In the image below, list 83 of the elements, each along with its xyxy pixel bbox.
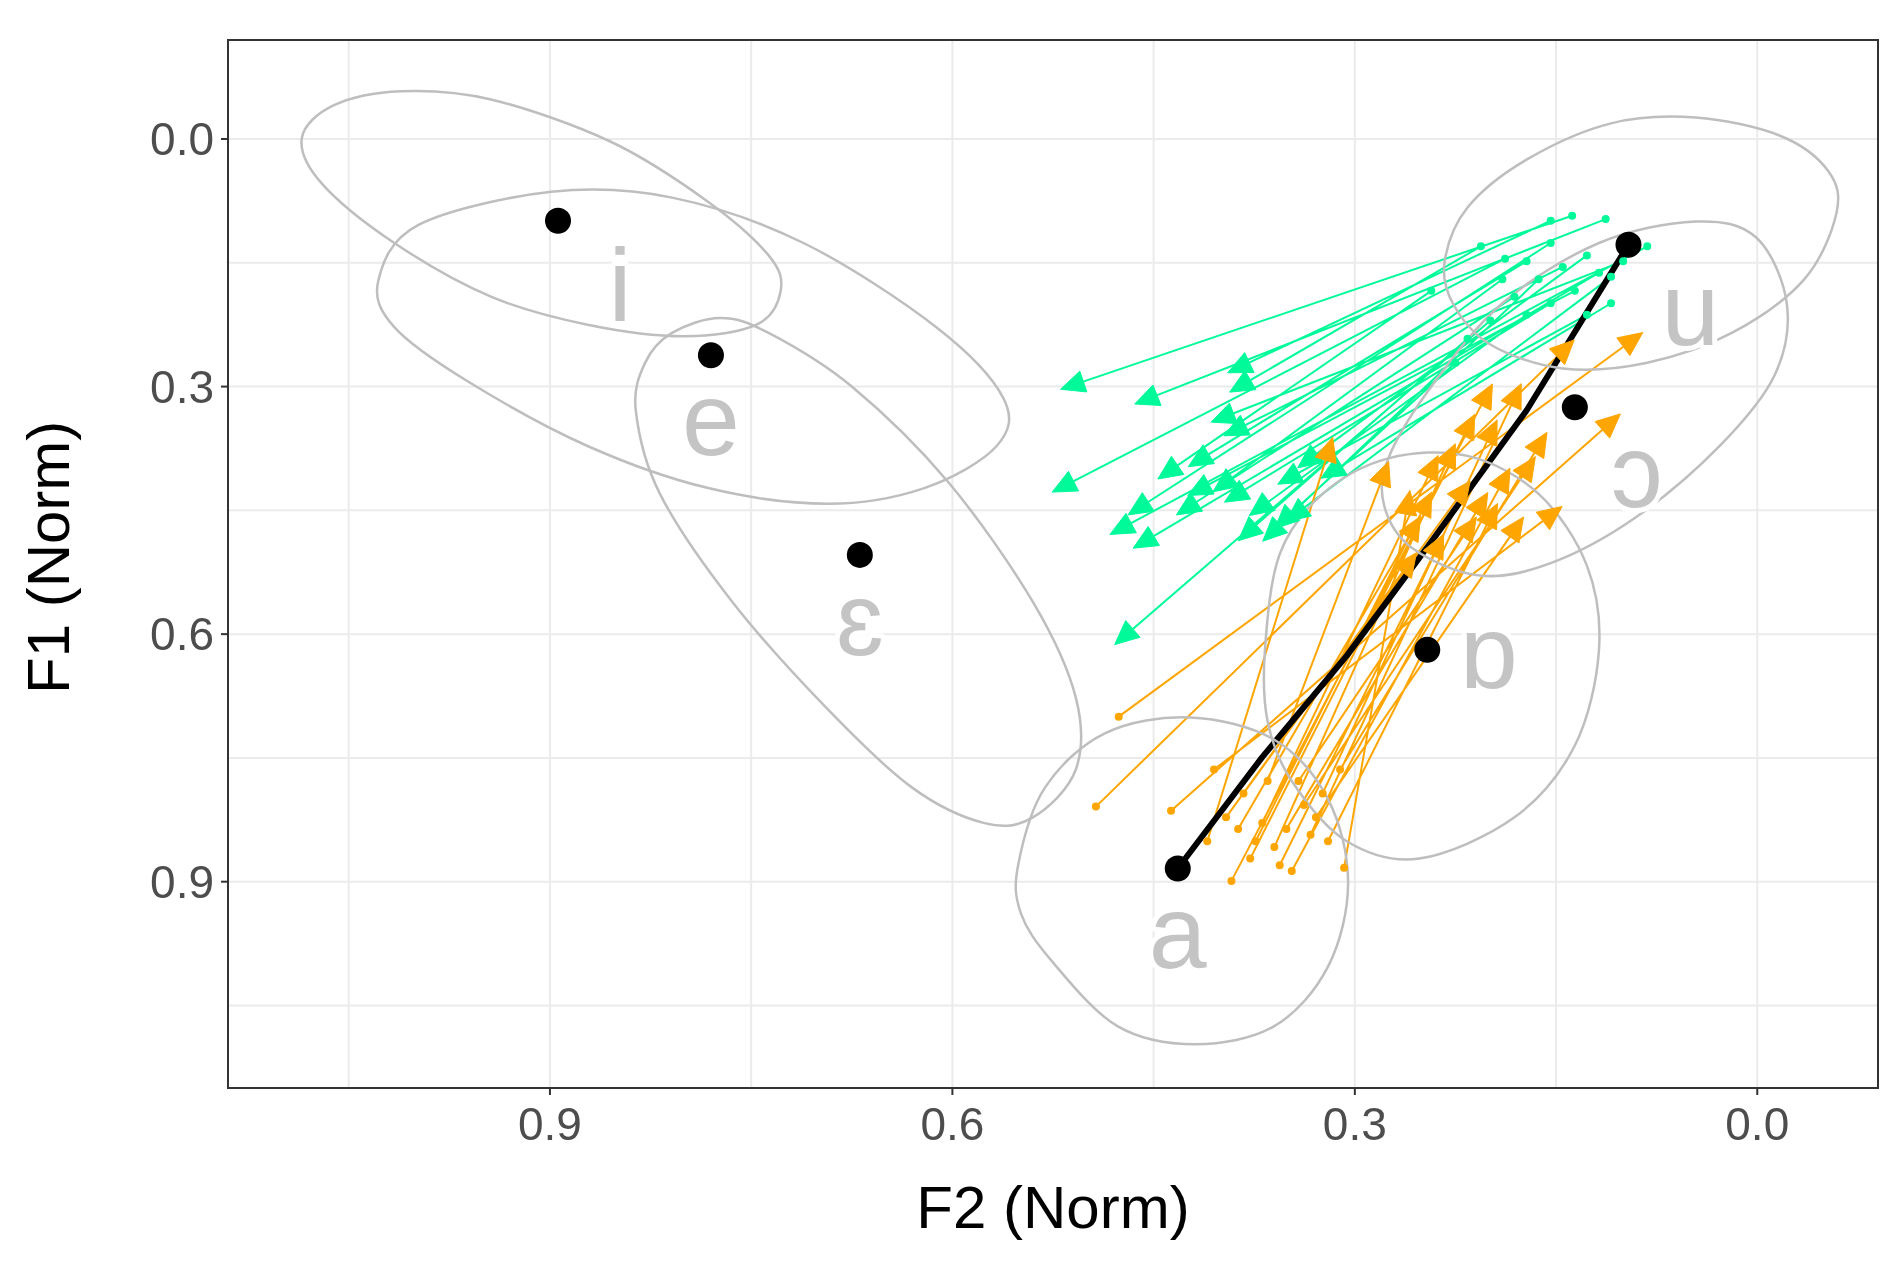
point	[1546, 216, 1555, 225]
point	[1486, 316, 1495, 325]
point	[1582, 310, 1591, 319]
point	[1237, 516, 1264, 542]
point	[1114, 712, 1123, 721]
point	[1558, 262, 1567, 271]
annotation: u	[1661, 250, 1720, 367]
point	[1114, 620, 1141, 646]
point	[1463, 334, 1472, 343]
point	[1643, 242, 1652, 251]
point	[1212, 468, 1240, 493]
y-tick-label: 0.3	[150, 360, 214, 413]
point	[1414, 636, 1441, 663]
point	[1127, 492, 1155, 516]
annotation: i	[608, 226, 632, 343]
point	[1498, 275, 1507, 284]
point	[1336, 765, 1345, 774]
annotation: e	[682, 361, 740, 478]
x-tick-label: 0.3	[1322, 1098, 1387, 1150]
point	[1546, 239, 1555, 247]
point	[1239, 789, 1248, 798]
point	[1306, 830, 1315, 839]
point	[1248, 492, 1276, 517]
point	[1561, 394, 1588, 421]
point	[545, 207, 571, 234]
point	[1275, 861, 1284, 870]
y-tick-label: 0.0	[150, 113, 214, 166]
point	[1251, 837, 1260, 846]
point	[1500, 516, 1525, 544]
x-tick-label: 0.6	[920, 1098, 985, 1150]
annotation: a	[1148, 874, 1207, 991]
point	[1167, 806, 1176, 815]
point	[1246, 854, 1255, 863]
point	[1299, 800, 1308, 809]
point	[1594, 268, 1603, 277]
x-tick-label: 0.0	[1725, 1098, 1790, 1150]
point	[1510, 292, 1519, 301]
point	[1203, 837, 1212, 846]
annotation: ɒ	[1460, 593, 1519, 710]
point	[1607, 272, 1616, 281]
y-axis-title: F1 (Norm)	[15, 420, 83, 694]
point	[1234, 824, 1243, 833]
point	[1451, 358, 1460, 367]
point	[1570, 286, 1579, 295]
point	[1427, 286, 1436, 295]
point	[1287, 866, 1296, 875]
point	[1297, 444, 1325, 469]
point	[1476, 242, 1485, 251]
y-tick-label: 0.9	[150, 855, 214, 908]
point	[1175, 492, 1204, 516]
point	[1311, 813, 1320, 822]
point	[1324, 837, 1332, 846]
point	[1546, 299, 1555, 308]
point	[1209, 765, 1218, 774]
point	[1501, 254, 1510, 263]
point	[1263, 777, 1272, 786]
point	[1258, 819, 1267, 828]
y-tick-label: 0.6	[150, 608, 214, 661]
point	[846, 541, 873, 568]
point	[1601, 215, 1610, 224]
annotation: ɛ	[835, 560, 884, 677]
point	[1270, 843, 1279, 852]
point	[1607, 299, 1616, 308]
point	[697, 342, 724, 369]
point	[1619, 257, 1628, 266]
point	[1227, 876, 1236, 885]
point	[1340, 863, 1349, 872]
point	[1582, 251, 1591, 260]
point	[1091, 802, 1100, 811]
point	[1164, 855, 1191, 882]
point	[1274, 503, 1301, 530]
point	[1568, 211, 1577, 220]
point	[1522, 257, 1531, 266]
point	[1615, 231, 1642, 258]
annotation: ɔ	[1610, 413, 1663, 530]
x-tick-label: 0.9	[517, 1098, 582, 1150]
point	[1282, 824, 1291, 833]
point	[1318, 789, 1327, 798]
point	[1534, 275, 1543, 284]
point	[1222, 813, 1231, 822]
point	[1294, 777, 1303, 786]
point	[1522, 310, 1531, 319]
x-axis-title: F2 (Norm)	[916, 1174, 1190, 1241]
